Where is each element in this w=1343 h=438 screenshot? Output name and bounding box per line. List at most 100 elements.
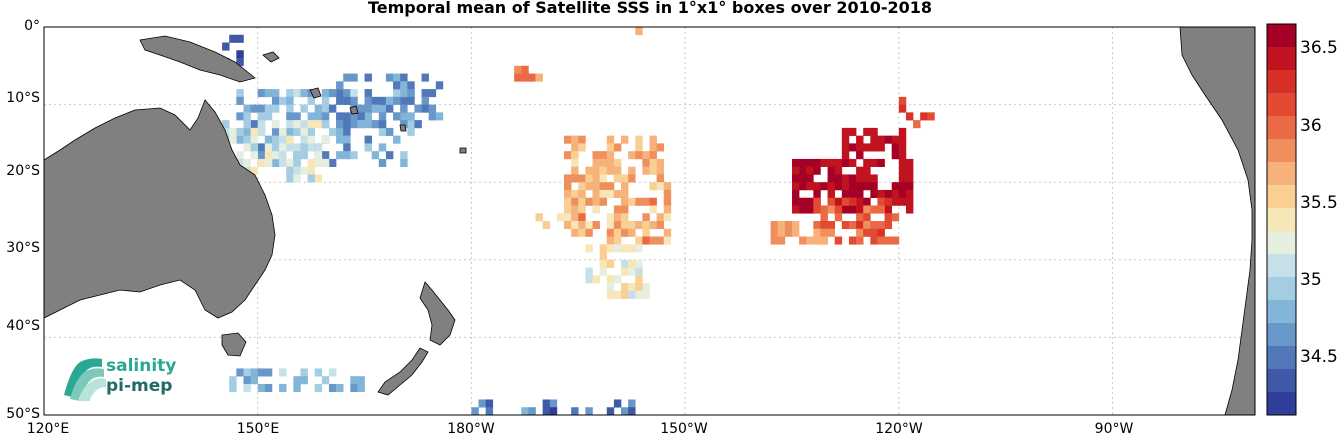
sss-cell xyxy=(393,135,401,144)
sss-cell xyxy=(649,182,657,191)
sss-cell xyxy=(770,236,779,245)
sss-cell xyxy=(222,42,230,51)
sss-cell xyxy=(613,213,622,222)
sss-cell xyxy=(485,407,494,415)
sss-cell xyxy=(279,135,287,144)
sss-cell xyxy=(279,158,287,167)
sss-cell xyxy=(606,213,615,222)
colorbar-tick-36: 36 xyxy=(1300,116,1322,136)
sss-cell xyxy=(606,407,615,415)
sss-cell xyxy=(613,275,622,284)
sss-cell xyxy=(271,96,280,105)
sss-cell xyxy=(599,197,608,206)
sss-cell xyxy=(243,143,251,152)
sss-cell xyxy=(585,174,593,183)
sss-cell xyxy=(628,267,636,276)
sss-cell xyxy=(628,244,636,253)
sss-cell xyxy=(877,158,885,167)
sss-cell xyxy=(820,213,828,222)
sss-cell xyxy=(357,112,365,121)
sss-cell xyxy=(870,205,878,214)
sss-cell xyxy=(628,197,636,206)
sss-cell xyxy=(571,143,579,152)
sss-cell xyxy=(884,205,892,214)
sss-cell xyxy=(834,213,843,222)
sss-cell xyxy=(250,166,259,175)
sss-cell xyxy=(841,174,850,183)
sss-cell xyxy=(820,221,828,230)
sss-cell xyxy=(250,151,259,160)
sss-cell xyxy=(314,383,323,393)
sss-cell xyxy=(421,104,429,113)
sss-cell xyxy=(328,383,337,393)
sss-cell xyxy=(300,120,308,129)
sss-cell xyxy=(250,120,259,129)
sss-cell xyxy=(621,213,629,222)
sss-cell xyxy=(905,158,914,167)
sss-cell xyxy=(578,182,586,191)
sss-cell xyxy=(891,236,900,245)
sss-cell xyxy=(856,135,864,144)
sss-cell xyxy=(813,236,821,245)
sss-cell xyxy=(799,158,807,167)
sss-cell xyxy=(236,158,244,167)
sss-cell xyxy=(599,189,608,199)
sss-cell xyxy=(884,221,892,230)
sss-cell xyxy=(300,166,308,175)
sss-cell xyxy=(571,407,579,415)
sss-cell xyxy=(371,96,380,105)
sss-cell xyxy=(863,174,871,183)
sss-cell xyxy=(649,236,657,245)
sss-cell xyxy=(378,120,387,129)
sss-cell xyxy=(599,252,608,261)
sss-cell xyxy=(264,368,273,377)
sss-cell xyxy=(371,120,380,129)
sss-cell xyxy=(777,228,786,237)
sss-cell xyxy=(564,182,572,191)
sss-cell xyxy=(841,189,850,199)
sss-cell xyxy=(364,89,372,98)
sss-cell xyxy=(848,189,857,199)
sss-cell xyxy=(571,166,579,175)
sss-cell xyxy=(293,174,301,183)
sss-cell xyxy=(393,96,401,105)
sss-cell xyxy=(799,166,807,175)
sss-cell xyxy=(236,89,244,98)
logo-wave-icon xyxy=(64,358,106,401)
sss-cell xyxy=(635,267,643,276)
lat-label-50s: 50°S xyxy=(6,406,40,422)
sss-cell xyxy=(307,158,315,167)
sss-cell xyxy=(656,236,665,245)
sss-cell xyxy=(806,174,814,183)
sss-cell xyxy=(350,96,358,105)
sss-cell xyxy=(856,174,864,183)
sss-cell xyxy=(264,89,273,98)
sss-cell xyxy=(307,143,315,152)
sss-cell xyxy=(877,189,885,199)
sss-cell xyxy=(585,166,593,175)
lat-label-40s: 40°S xyxy=(6,318,40,334)
sss-cell xyxy=(820,236,828,245)
sss-cell xyxy=(350,151,358,160)
sss-cell xyxy=(229,376,237,385)
sss-cell xyxy=(300,104,308,113)
sss-cell xyxy=(585,244,593,253)
sss-cell xyxy=(521,407,529,415)
sss-cell xyxy=(314,174,323,183)
sss-cell xyxy=(571,174,579,183)
sss-cell xyxy=(407,127,415,136)
sss-cell xyxy=(428,112,437,121)
sss-cell xyxy=(791,182,800,191)
sss-cell xyxy=(927,112,935,121)
sss-cell xyxy=(841,205,850,214)
sss-cell xyxy=(656,182,665,191)
sss-cell xyxy=(791,197,800,206)
sss-cell xyxy=(264,112,273,121)
sss-cell xyxy=(293,89,301,98)
sss-cell xyxy=(856,166,864,175)
colorbar-swatch xyxy=(1267,47,1296,71)
sss-cell xyxy=(635,259,643,268)
sss-cell xyxy=(870,135,878,144)
sss-cell xyxy=(642,236,650,245)
sss-cell xyxy=(222,120,230,129)
